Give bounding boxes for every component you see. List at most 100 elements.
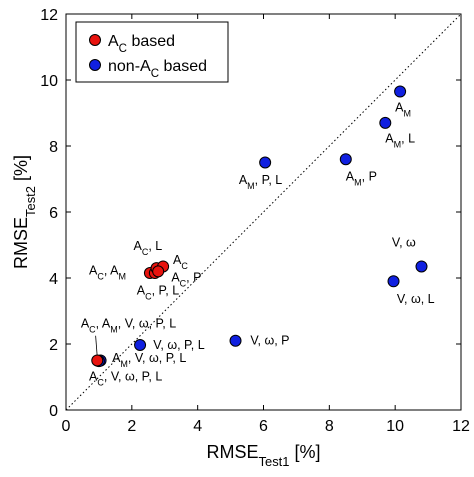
x-tick-label: 4 [193, 418, 202, 435]
x-tick-label: 2 [127, 418, 136, 435]
x-tick-label: 8 [325, 418, 334, 435]
x-tick-label: 0 [62, 418, 71, 435]
annotation-text: , P, L [255, 173, 283, 187]
annotation-text: V, ω, L [397, 292, 435, 306]
annotation-text: A [137, 284, 146, 298]
point-annotation: AM, P [346, 170, 377, 188]
data-point-non-ac-based [339, 153, 352, 166]
annotation-text: A [395, 100, 404, 114]
y-tick-label: 2 [49, 337, 58, 354]
point-annotation: AC, AM [89, 264, 126, 282]
x-axis-label-unit: [%] [289, 442, 320, 462]
annotation-text: A [171, 270, 180, 284]
y-tick-label: 6 [49, 205, 58, 222]
y-axis-label: RMSETest2 [%] [11, 155, 38, 269]
legend-label-text: A [108, 33, 119, 50]
annotation-subscript: C [145, 292, 152, 302]
y-tick-label: 12 [40, 7, 58, 24]
y-axis-label-unit: [%] [11, 155, 31, 186]
x-tick-label: 12 [452, 418, 470, 435]
annotation-text: A [133, 239, 142, 253]
data-point-ac-based [152, 265, 165, 278]
point-annotation: AC, P, L [137, 284, 179, 302]
legend-box [75, 21, 229, 83]
data-point-non-ac-based [134, 338, 147, 351]
annotation-text: , V, ω, P, L [118, 317, 176, 331]
x-axis-label-main: RMSE [207, 442, 259, 462]
annotation-text: A [173, 253, 182, 267]
annotation-text: , A [96, 317, 111, 331]
annotation-subscript: C [142, 247, 149, 257]
annotation-leader-line [95, 335, 98, 358]
y-tick-label: 4 [49, 271, 58, 288]
point-annotation: AC, L [133, 239, 162, 257]
y-tick-label: 8 [49, 139, 58, 156]
data-point-ac-based [91, 354, 104, 367]
annotation-subscript: C [89, 325, 96, 335]
legend-marker [89, 59, 101, 71]
annotation-text: A [89, 369, 98, 383]
legend-label-rest: based [159, 58, 207, 75]
annotation-subscript: M [120, 359, 128, 369]
y-tick-label: 0 [49, 403, 58, 420]
x-axis-label: RMSETest1 [%] [207, 442, 321, 469]
annotation-text: , V, ω, P, L [104, 369, 162, 383]
point-annotation: AC, AM, V, ω, P, L [81, 317, 176, 335]
legend-label-rest: based [127, 33, 175, 50]
x-tick-label: 10 [386, 418, 404, 435]
point-annotation: V, ω, P, L [153, 338, 205, 352]
point-annotation: AM [395, 100, 411, 118]
data-point-non-ac-based [379, 116, 392, 129]
annotation-subscript: M [247, 181, 255, 191]
legend-label-text: non-A [108, 58, 151, 75]
annotation-subscript: M [354, 178, 362, 188]
annotation-text: , P [186, 270, 201, 284]
point-annotation: AC [173, 253, 188, 271]
annotation-text: V, ω, P, L [153, 338, 205, 352]
annotation-text: A [346, 170, 355, 184]
annotation-text: V, ω [392, 236, 416, 250]
data-point-non-ac-based [394, 85, 407, 98]
data-point-non-ac-based [259, 156, 272, 169]
annotation-subscript: M [394, 140, 402, 150]
x-axis-label-subscript: Test1 [259, 454, 290, 469]
data-point-non-ac-based [229, 334, 242, 347]
point-annotation: AM, P, L [239, 173, 282, 191]
annotation-text: A [239, 173, 248, 187]
annotation-text: , L [401, 132, 415, 146]
legend-label-subscript: C [119, 43, 127, 55]
diagonal-reference-line [65, 13, 462, 411]
annotation-text: A [89, 264, 98, 278]
legend-label-subscript: C [151, 68, 159, 80]
point-annotation: AC, V, ω, P, L [89, 369, 162, 387]
annotation-subscript: C [180, 278, 187, 288]
annotation-text: V, ω, P [250, 334, 289, 348]
data-point-non-ac-based [415, 260, 428, 273]
point-annotation: V, ω, L [397, 292, 435, 306]
y-axis-label-subscript: Test2 [23, 186, 38, 217]
point-annotation: V, ω, P [250, 334, 289, 348]
legend-marker [89, 34, 101, 46]
annotation-text: A [81, 317, 90, 331]
point-annotation: AM, V, ω, P, L [112, 351, 186, 369]
point-annotation: V, ω [392, 236, 416, 250]
annotation-subscript: C [97, 272, 104, 282]
annotation-subscript: M [110, 325, 118, 335]
annotation-text: , P [362, 170, 377, 184]
annotation-text: A [385, 132, 394, 146]
y-tick-label: 10 [40, 73, 58, 90]
annotation-subscript: C [97, 377, 104, 387]
annotation-subscript: C [181, 261, 188, 271]
x-tick-label: 6 [259, 418, 268, 435]
annotation-subscript: M [404, 108, 412, 118]
legend-label: non-AC based [108, 58, 207, 80]
annotation-text: , A [104, 264, 119, 278]
annotation-text: , V, ω, P, L [128, 351, 186, 365]
annotation-text: , P, L [152, 284, 180, 298]
point-annotation: AC, P [171, 270, 201, 288]
legend-label: AC based [108, 33, 175, 55]
annotation-subscript: M [118, 272, 126, 282]
annotation-text: A [112, 351, 121, 365]
